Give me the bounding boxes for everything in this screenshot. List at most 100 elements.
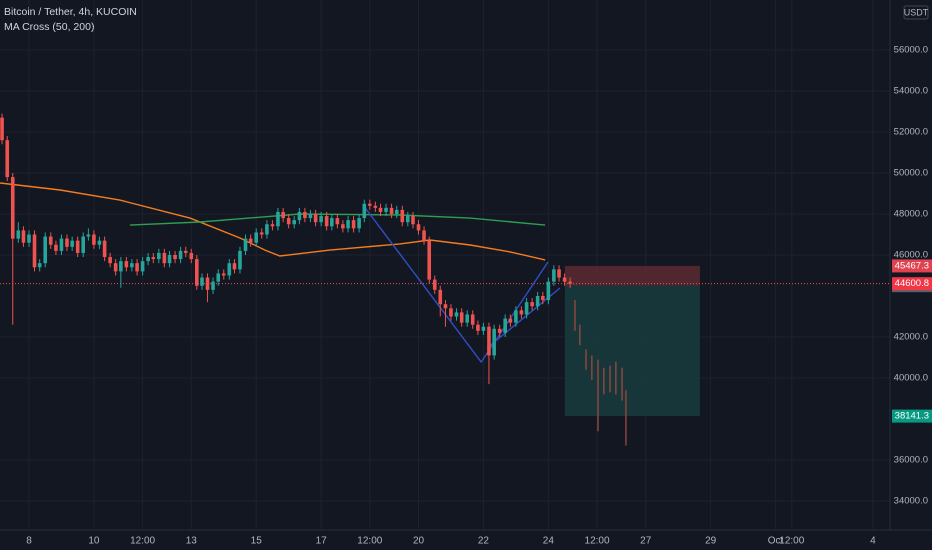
plot: [0, 113, 890, 446]
axes: 34000.0 36000.0 40000.0 42000.0 46000.0 48000…: [26, 45, 932, 547]
grid: [0, 0, 890, 530]
candle-body: [292, 220, 296, 225]
currency[interactable]: USDT: [904, 7, 929, 17]
stop-zone: [564, 265, 700, 286]
x-tick-label: Oct: [768, 536, 784, 547]
candle-body: [465, 314, 470, 323]
candle-body: [346, 220, 350, 229]
last-price-tag-bg: [892, 277, 932, 291]
target-zone: [564, 285, 700, 417]
candle-body: [368, 203, 372, 206]
candle-body: [119, 261, 123, 272]
candle-body: [195, 259, 199, 286]
candle-body: [151, 257, 156, 260]
candle-body: [481, 326, 486, 331]
candle-body: [378, 207, 383, 212]
indicator-title[interactable]: MA Cross (50, 200): [4, 21, 94, 33]
candle-body: [146, 257, 150, 262]
candle-body: [373, 205, 378, 208]
candle-body: [357, 218, 361, 229]
candle-body: [503, 318, 507, 333]
candle-body: [470, 314, 475, 325]
candle-body: [438, 289, 443, 305]
candle-body: [406, 216, 410, 223]
candle-body: [281, 211, 285, 219]
candle-body: [173, 254, 177, 260]
candle-body: [524, 302, 529, 315]
stop-tag: 45467.3: [895, 260, 929, 271]
candle-body: [562, 277, 567, 282]
candle-body: [389, 207, 394, 214]
candle-body: [162, 252, 167, 264]
y-tick-label: 56000.0: [894, 45, 928, 56]
candle-body: [324, 216, 329, 227]
candle-body: [32, 234, 37, 268]
candle-body: [351, 220, 356, 229]
candle-body: [546, 281, 551, 301]
candle-body: [97, 240, 102, 245]
candle-body: [454, 312, 459, 317]
candle-body: [422, 230, 426, 241]
y-tick-label: 52000.0: [894, 127, 928, 138]
candle-body: [308, 213, 313, 219]
candle-body: [200, 277, 204, 286]
x-tick-label: 24: [543, 536, 555, 547]
candle-body: [10, 177, 15, 239]
candle-body: [535, 295, 540, 307]
y-tick-label: 48000.0: [894, 209, 928, 220]
x-tick-label: 12:00: [357, 536, 382, 547]
candle-body: [157, 252, 161, 260]
x-tick-label: 12:00: [130, 536, 155, 547]
candle-body: [400, 209, 405, 223]
candle-body: [416, 224, 421, 231]
candle-body: [259, 232, 264, 235]
candle-body: [216, 273, 221, 282]
candle-body: [37, 263, 42, 268]
candle-body: [27, 234, 31, 243]
candle-body: [167, 254, 172, 264]
candle-body: [427, 240, 432, 280]
x-tick-label: 8: [26, 536, 32, 547]
x-tick-label: 20: [413, 536, 425, 547]
candle-body: [459, 312, 464, 323]
candle-body: [5, 140, 10, 178]
x-tick-label: 17: [316, 536, 328, 547]
candle-body: [319, 216, 323, 223]
candle-body: [48, 236, 53, 245]
candle-body: [568, 281, 572, 284]
y-tick-label: 46000.0: [894, 250, 928, 261]
candle-body: [254, 232, 259, 243]
candle-body: [411, 216, 415, 225]
candle-body: [449, 308, 453, 317]
candle-body: [113, 263, 118, 272]
candle-body: [124, 261, 129, 268]
candle-body: [59, 238, 64, 251]
candle-body: [86, 234, 91, 237]
candle-body: [497, 328, 502, 333]
candle-body: [519, 310, 524, 315]
candle-body: [81, 236, 85, 253]
candle-body: [248, 238, 253, 243]
candle-body: [43, 236, 48, 264]
candle-body: [211, 281, 215, 290]
x-tick-label: 27: [640, 536, 652, 547]
x-tick-label: 12:00: [585, 536, 610, 547]
candle-body: [330, 218, 334, 227]
target-tag-bg: [892, 409, 932, 423]
candle-body: [16, 230, 21, 239]
x-tick-label: 15: [251, 536, 263, 547]
candle-body: [341, 224, 345, 229]
stop-tag-bg: [892, 259, 932, 273]
candle-body: [313, 213, 318, 223]
candle-body: [276, 211, 280, 227]
candle-body: [530, 302, 534, 307]
candle-body: [432, 279, 437, 290]
chart-title: Bitcoin / Tether, 4h, KUCOIN: [4, 6, 137, 18]
last-price-tag: 44600.8: [895, 278, 929, 289]
line-series: [0, 182, 546, 261]
x-tick-label: 4: [870, 536, 876, 547]
currency-badge[interactable]: [903, 5, 929, 20]
candle-body: [189, 252, 194, 260]
candle-body: [227, 263, 232, 276]
